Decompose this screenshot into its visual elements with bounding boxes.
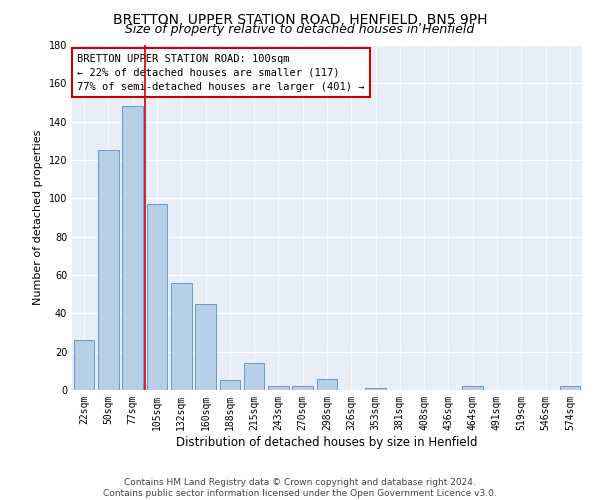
Text: BRETTON UPPER STATION ROAD: 100sqm
← 22% of detached houses are smaller (117)
77: BRETTON UPPER STATION ROAD: 100sqm ← 22%… <box>77 54 365 92</box>
Text: Size of property relative to detached houses in Henfield: Size of property relative to detached ho… <box>125 22 475 36</box>
Bar <box>171 282 191 390</box>
Bar <box>317 378 337 390</box>
Bar <box>268 386 289 390</box>
Bar <box>195 304 216 390</box>
Bar <box>122 106 143 390</box>
Text: BRETTON, UPPER STATION ROAD, HENFIELD, BN5 9PH: BRETTON, UPPER STATION ROAD, HENFIELD, B… <box>113 12 487 26</box>
Bar <box>365 388 386 390</box>
Bar <box>146 204 167 390</box>
Bar <box>220 380 240 390</box>
Bar <box>98 150 119 390</box>
Y-axis label: Number of detached properties: Number of detached properties <box>33 130 43 305</box>
Bar <box>292 386 313 390</box>
Bar <box>560 386 580 390</box>
Bar <box>463 386 483 390</box>
Bar <box>74 340 94 390</box>
X-axis label: Distribution of detached houses by size in Henfield: Distribution of detached houses by size … <box>176 436 478 448</box>
Text: Contains HM Land Registry data © Crown copyright and database right 2024.
Contai: Contains HM Land Registry data © Crown c… <box>103 478 497 498</box>
Bar <box>244 363 265 390</box>
